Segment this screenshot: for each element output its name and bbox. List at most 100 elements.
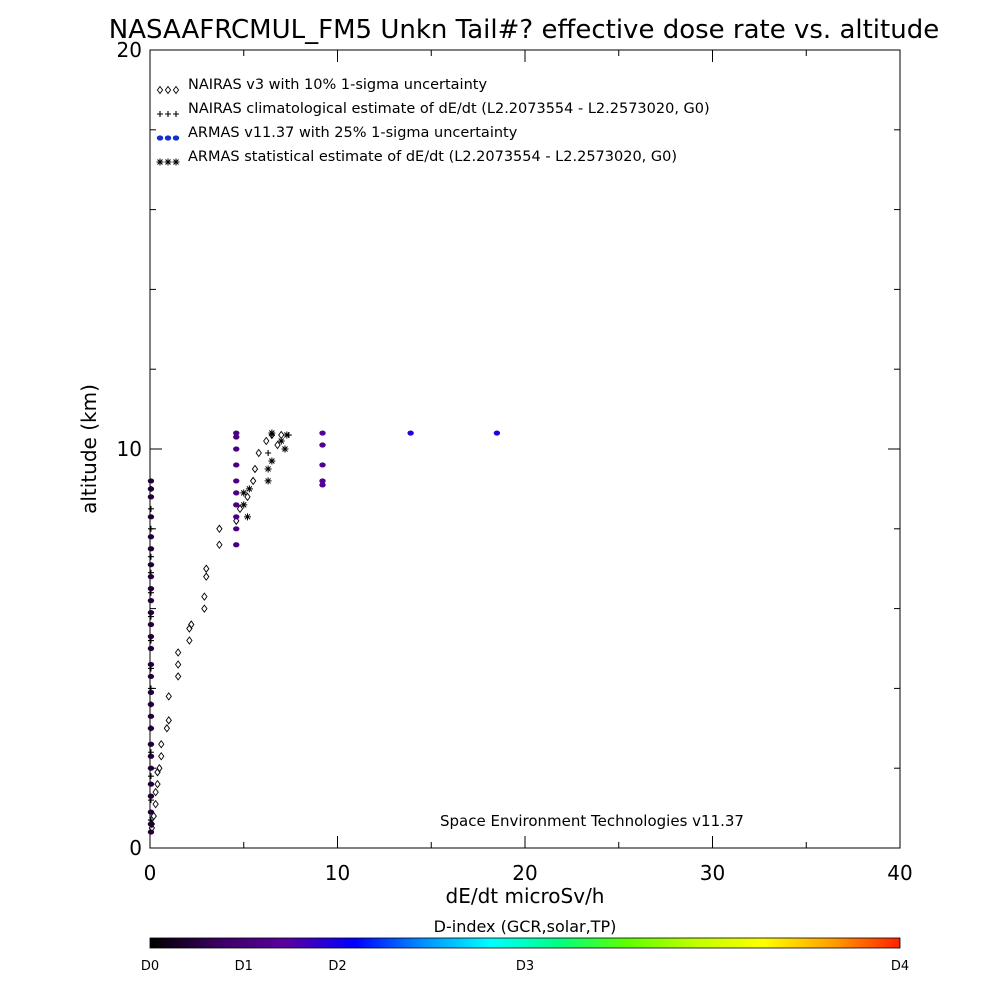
- y-tick-label: 20: [117, 38, 142, 62]
- data-point-diamond: [156, 763, 163, 773]
- y-axis-label: altitude (km): [77, 384, 101, 514]
- data-point-dot: [233, 526, 240, 532]
- chart-title: NASAAFRCMUL_FM5 Unkn Tail#? effective do…: [109, 15, 939, 45]
- axis-ticks: [149, 49, 901, 849]
- x-tick-labels: 0 10 20 30 40: [144, 861, 913, 885]
- x-tick-label: 0: [144, 861, 157, 885]
- x-tick-label: 20: [512, 861, 537, 885]
- data-point-dot: [147, 661, 155, 668]
- data-point-dot: [147, 494, 155, 500]
- data-point-asterisk: [281, 445, 289, 453]
- data-point-diamond: [233, 516, 240, 526]
- data-point-dot: [319, 482, 326, 488]
- legend: NAIRAS v3 with 10% 1-sigma uncertainty NA…: [156, 77, 710, 166]
- data-point-dot: [147, 753, 155, 759]
- data-point-diamond: [255, 448, 262, 458]
- legend-symbol-asterisk: [164, 158, 172, 166]
- data-point-dot: [233, 542, 240, 548]
- data-point-dot: [147, 478, 155, 484]
- data-point-asterisk: [240, 489, 248, 497]
- data-point-diamond: [158, 751, 165, 761]
- data-point-dot: [147, 534, 155, 540]
- colorbar: [149, 937, 901, 949]
- x-tick-label: 40: [887, 861, 912, 885]
- data-point-dot: [147, 809, 155, 815]
- data-point-dot: [147, 645, 155, 652]
- legend-symbol-diamond: [164, 85, 172, 95]
- data-point-dot: [147, 598, 155, 604]
- legend-symbol-asterisk: [172, 158, 180, 166]
- x-axis-label: dE/dt microSv/h: [446, 884, 605, 908]
- series-diamond: [148, 430, 285, 833]
- data-point-dot: [147, 689, 155, 695]
- data-point-diamond: [216, 540, 223, 550]
- legend-symbol-diamond: [156, 85, 164, 95]
- y-tick-labels: 0 10 20: [117, 38, 142, 860]
- data-point-dot: [147, 821, 155, 827]
- data-point-dot: [319, 462, 326, 468]
- colorbar-label: D0: [141, 959, 159, 974]
- data-point-plus: [147, 553, 154, 560]
- legend-label: NAIRAS v3 with 10% 1-sigma uncertainty: [188, 77, 487, 93]
- data-point-diamond: [154, 779, 161, 789]
- data-point-asterisk: [268, 457, 276, 465]
- data-point-dot: [233, 478, 240, 484]
- data-point-dot: [147, 793, 155, 799]
- data-point-dot: [233, 514, 240, 520]
- data-point-dot: [233, 502, 240, 508]
- data-point-diamond: [236, 504, 244, 514]
- data-point-diamond: [174, 672, 182, 681]
- data-point-diamond: [152, 799, 159, 809]
- data-point-dot: [147, 586, 155, 592]
- legend-symbol-diamond: [172, 85, 180, 95]
- legend-label: ARMAS statistical estimate of dE/dt (L2.…: [188, 149, 677, 165]
- data-point-diamond: [203, 572, 210, 581]
- colorbar-label: D3: [516, 959, 534, 974]
- data-point-dot: [233, 490, 240, 496]
- data-point-diamond: [244, 492, 251, 502]
- data-point-diamond: [158, 740, 165, 749]
- data-point-dot: [147, 725, 155, 731]
- legend-symbol-plus: [157, 111, 163, 117]
- colorbar-label: D2: [328, 959, 346, 974]
- data-point-diamond: [278, 430, 285, 440]
- data-point-diamond: [263, 436, 270, 446]
- legend-symbol-dot: [172, 135, 180, 141]
- data-point-dot: [147, 609, 155, 616]
- series-asterisk: [240, 429, 291, 521]
- data-point-plus: [147, 505, 154, 512]
- data-point-dot: [147, 633, 155, 640]
- legend-symbol-plus: [165, 111, 171, 117]
- data-point-dot: [147, 701, 155, 707]
- credit-text: Space Environment Technologies v11.37: [440, 812, 744, 830]
- data-point-asterisk: [264, 477, 272, 485]
- plot-frame: [149, 49, 901, 849]
- data-point-diamond: [216, 524, 223, 534]
- colorbar-labels: D0 D1 D2 D3 D4: [141, 959, 909, 974]
- data-point-diamond: [165, 716, 172, 725]
- data-point-diamond: [186, 636, 193, 645]
- data-point-dot: [319, 478, 326, 484]
- data-point-asterisk: [244, 513, 251, 521]
- data-point-diamond: [203, 564, 210, 573]
- data-point-dot: [147, 562, 155, 568]
- data-point-diamond: [201, 604, 208, 613]
- data-point-asterisk: [268, 429, 276, 437]
- data-point-asterisk: [240, 501, 248, 509]
- data-point-dot: [147, 713, 155, 719]
- data-point-diamond: [251, 464, 259, 474]
- data-point-asterisk: [245, 485, 253, 493]
- data-point-dot: [147, 546, 155, 552]
- data-point-dot: [147, 741, 155, 747]
- data-point-diamond: [274, 440, 281, 450]
- data-point-diamond: [249, 476, 257, 486]
- legend-symbol-asterisk: [156, 158, 164, 166]
- legend-label: NAIRAS climatological estimate of dE/dt …: [188, 101, 710, 117]
- data-point-dot: [319, 430, 326, 436]
- legend-symbol-dot: [164, 135, 172, 141]
- data-point-asterisk: [283, 431, 291, 439]
- data-point-asterisk: [277, 437, 285, 445]
- data-point-diamond: [165, 692, 172, 701]
- data-marks: [147, 429, 501, 835]
